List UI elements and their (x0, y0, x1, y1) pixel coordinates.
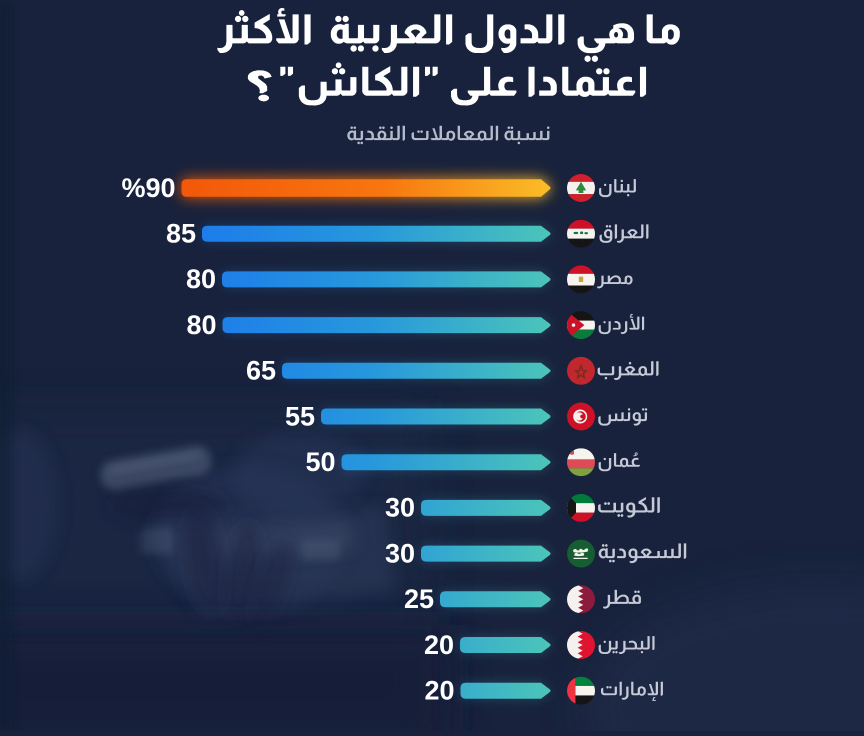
svg-text:85: 85 (166, 219, 196, 249)
svg-text:65: 65 (246, 356, 276, 386)
svg-text:50: 50 (305, 447, 335, 477)
svg-text:%90: %90 (121, 173, 175, 203)
svg-text:20: 20 (424, 630, 454, 660)
svg-text:55: 55 (285, 401, 315, 431)
svg-text:80: 80 (186, 264, 216, 294)
svg-text:30: 30 (385, 493, 415, 523)
svg-text:80: 80 (186, 310, 216, 340)
svg-text:30: 30 (385, 538, 415, 568)
svg-text:25: 25 (404, 584, 434, 614)
svg-text:20: 20 (424, 676, 454, 706)
